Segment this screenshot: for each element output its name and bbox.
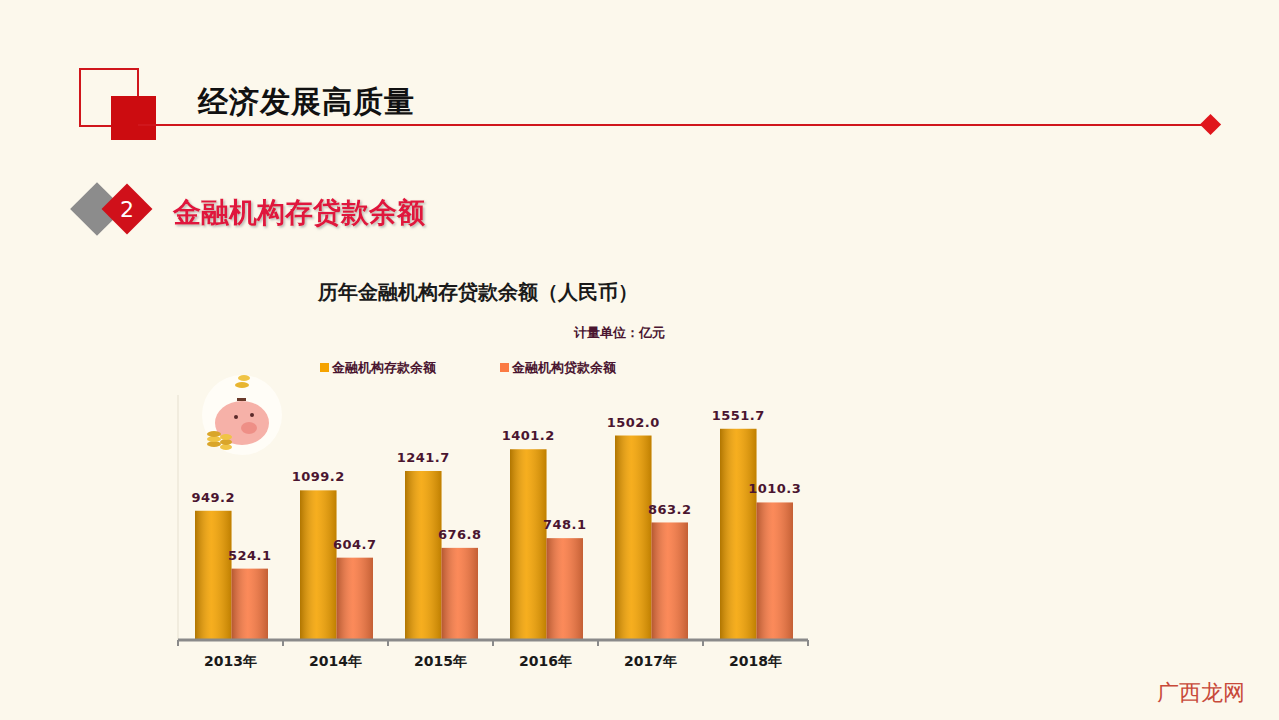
x-tick-mark [282, 640, 284, 646]
bar-shade [337, 558, 374, 640]
legend: 金融机构存款余额 金融机构贷款余额 [320, 360, 617, 375]
bar [405, 471, 442, 640]
bar-shade [757, 502, 794, 640]
bar [757, 502, 794, 640]
x-tick-label: 2013年 [204, 653, 257, 669]
x-tick-mark [177, 640, 179, 646]
data-label: 676.8 [438, 527, 482, 542]
bar [442, 548, 479, 640]
bars [195, 429, 793, 640]
slide: 经济发展高质量 2 金融机构存贷款余额历年金融机构存贷款余额（人民币） 计量单位：亿元… [0, 0, 1279, 720]
x-tick-mark [597, 640, 599, 646]
legend-label: 金融机构存款余额 [331, 360, 437, 375]
pig-eye [234, 415, 238, 419]
section-diamond-red [102, 184, 153, 235]
section-number: 2 [120, 197, 134, 222]
bar-shade [195, 511, 232, 640]
x-tick-label: 2018年 [729, 653, 782, 669]
chart-subtitle: 计量单位：亿元 [573, 325, 665, 340]
piggy-icon [202, 375, 282, 455]
data-label: 1099.2 [292, 469, 345, 484]
chart-title: 历年金融机构存贷款余额（人民币） [317, 280, 638, 304]
bar [300, 490, 337, 640]
coin [220, 434, 232, 440]
bar [337, 558, 374, 640]
x-tick-label: 2017年 [624, 653, 677, 669]
pig-body [215, 401, 269, 445]
header-diamond [1200, 114, 1221, 135]
bar [195, 511, 232, 640]
header-rule [138, 124, 1204, 126]
bar-shade [405, 471, 442, 640]
x-tick-mark [807, 640, 809, 646]
x-tick-label: 2016年 [519, 653, 572, 669]
header-square [111, 96, 156, 140]
x-tick-label: 2014年 [309, 653, 362, 669]
coin [207, 431, 221, 437]
y-axis-line [178, 395, 179, 640]
bar [652, 523, 689, 640]
pig-snout [241, 422, 257, 434]
pig-slot [237, 398, 246, 401]
data-label: 604.7 [333, 537, 377, 552]
legend-label: 金融机构贷款余额 [511, 360, 617, 375]
pig-eye [250, 413, 254, 417]
x-tick-mark [492, 640, 494, 646]
x-tick-mark [702, 640, 704, 646]
coin [238, 375, 250, 381]
bar [615, 436, 652, 640]
bar-shade [652, 523, 689, 640]
bar [510, 449, 547, 640]
data-label: 1010.3 [748, 481, 801, 496]
coin [235, 382, 249, 388]
legend-swatch [500, 363, 509, 372]
bar-shade [232, 569, 269, 640]
data-label: 1502.0 [607, 415, 660, 430]
data-label: 949.2 [191, 490, 235, 505]
legend-swatch [320, 363, 329, 372]
bar-shade [300, 490, 337, 640]
icon-halo [202, 375, 282, 455]
data-labels: 949.2 1099.2 1241.7 1401.2 1502.0 1551.7 524.1… [191, 408, 801, 563]
x-tick-mark [387, 640, 389, 646]
bar [232, 569, 269, 640]
bar-shade [442, 548, 479, 640]
bar-shade [615, 436, 652, 640]
page-title: 经济发展高质量 [197, 84, 415, 119]
bar [720, 429, 757, 640]
data-label: 1551.7 [712, 408, 765, 423]
x-tick-label: 2015年 [414, 653, 467, 669]
bar [547, 538, 584, 640]
watermark: 广西龙网 [1157, 680, 1245, 705]
data-label: 863.2 [648, 502, 692, 517]
data-label: 524.1 [228, 548, 272, 563]
data-label: 1241.7 [397, 450, 450, 465]
data-label: 1401.2 [502, 428, 555, 443]
bar-shade [547, 538, 584, 640]
background [0, 0, 1279, 720]
section-title: 金融机构存贷款余额 [172, 196, 426, 229]
data-label: 748.1 [543, 517, 587, 532]
bar-shade [510, 449, 547, 640]
bar-shade [720, 429, 757, 640]
